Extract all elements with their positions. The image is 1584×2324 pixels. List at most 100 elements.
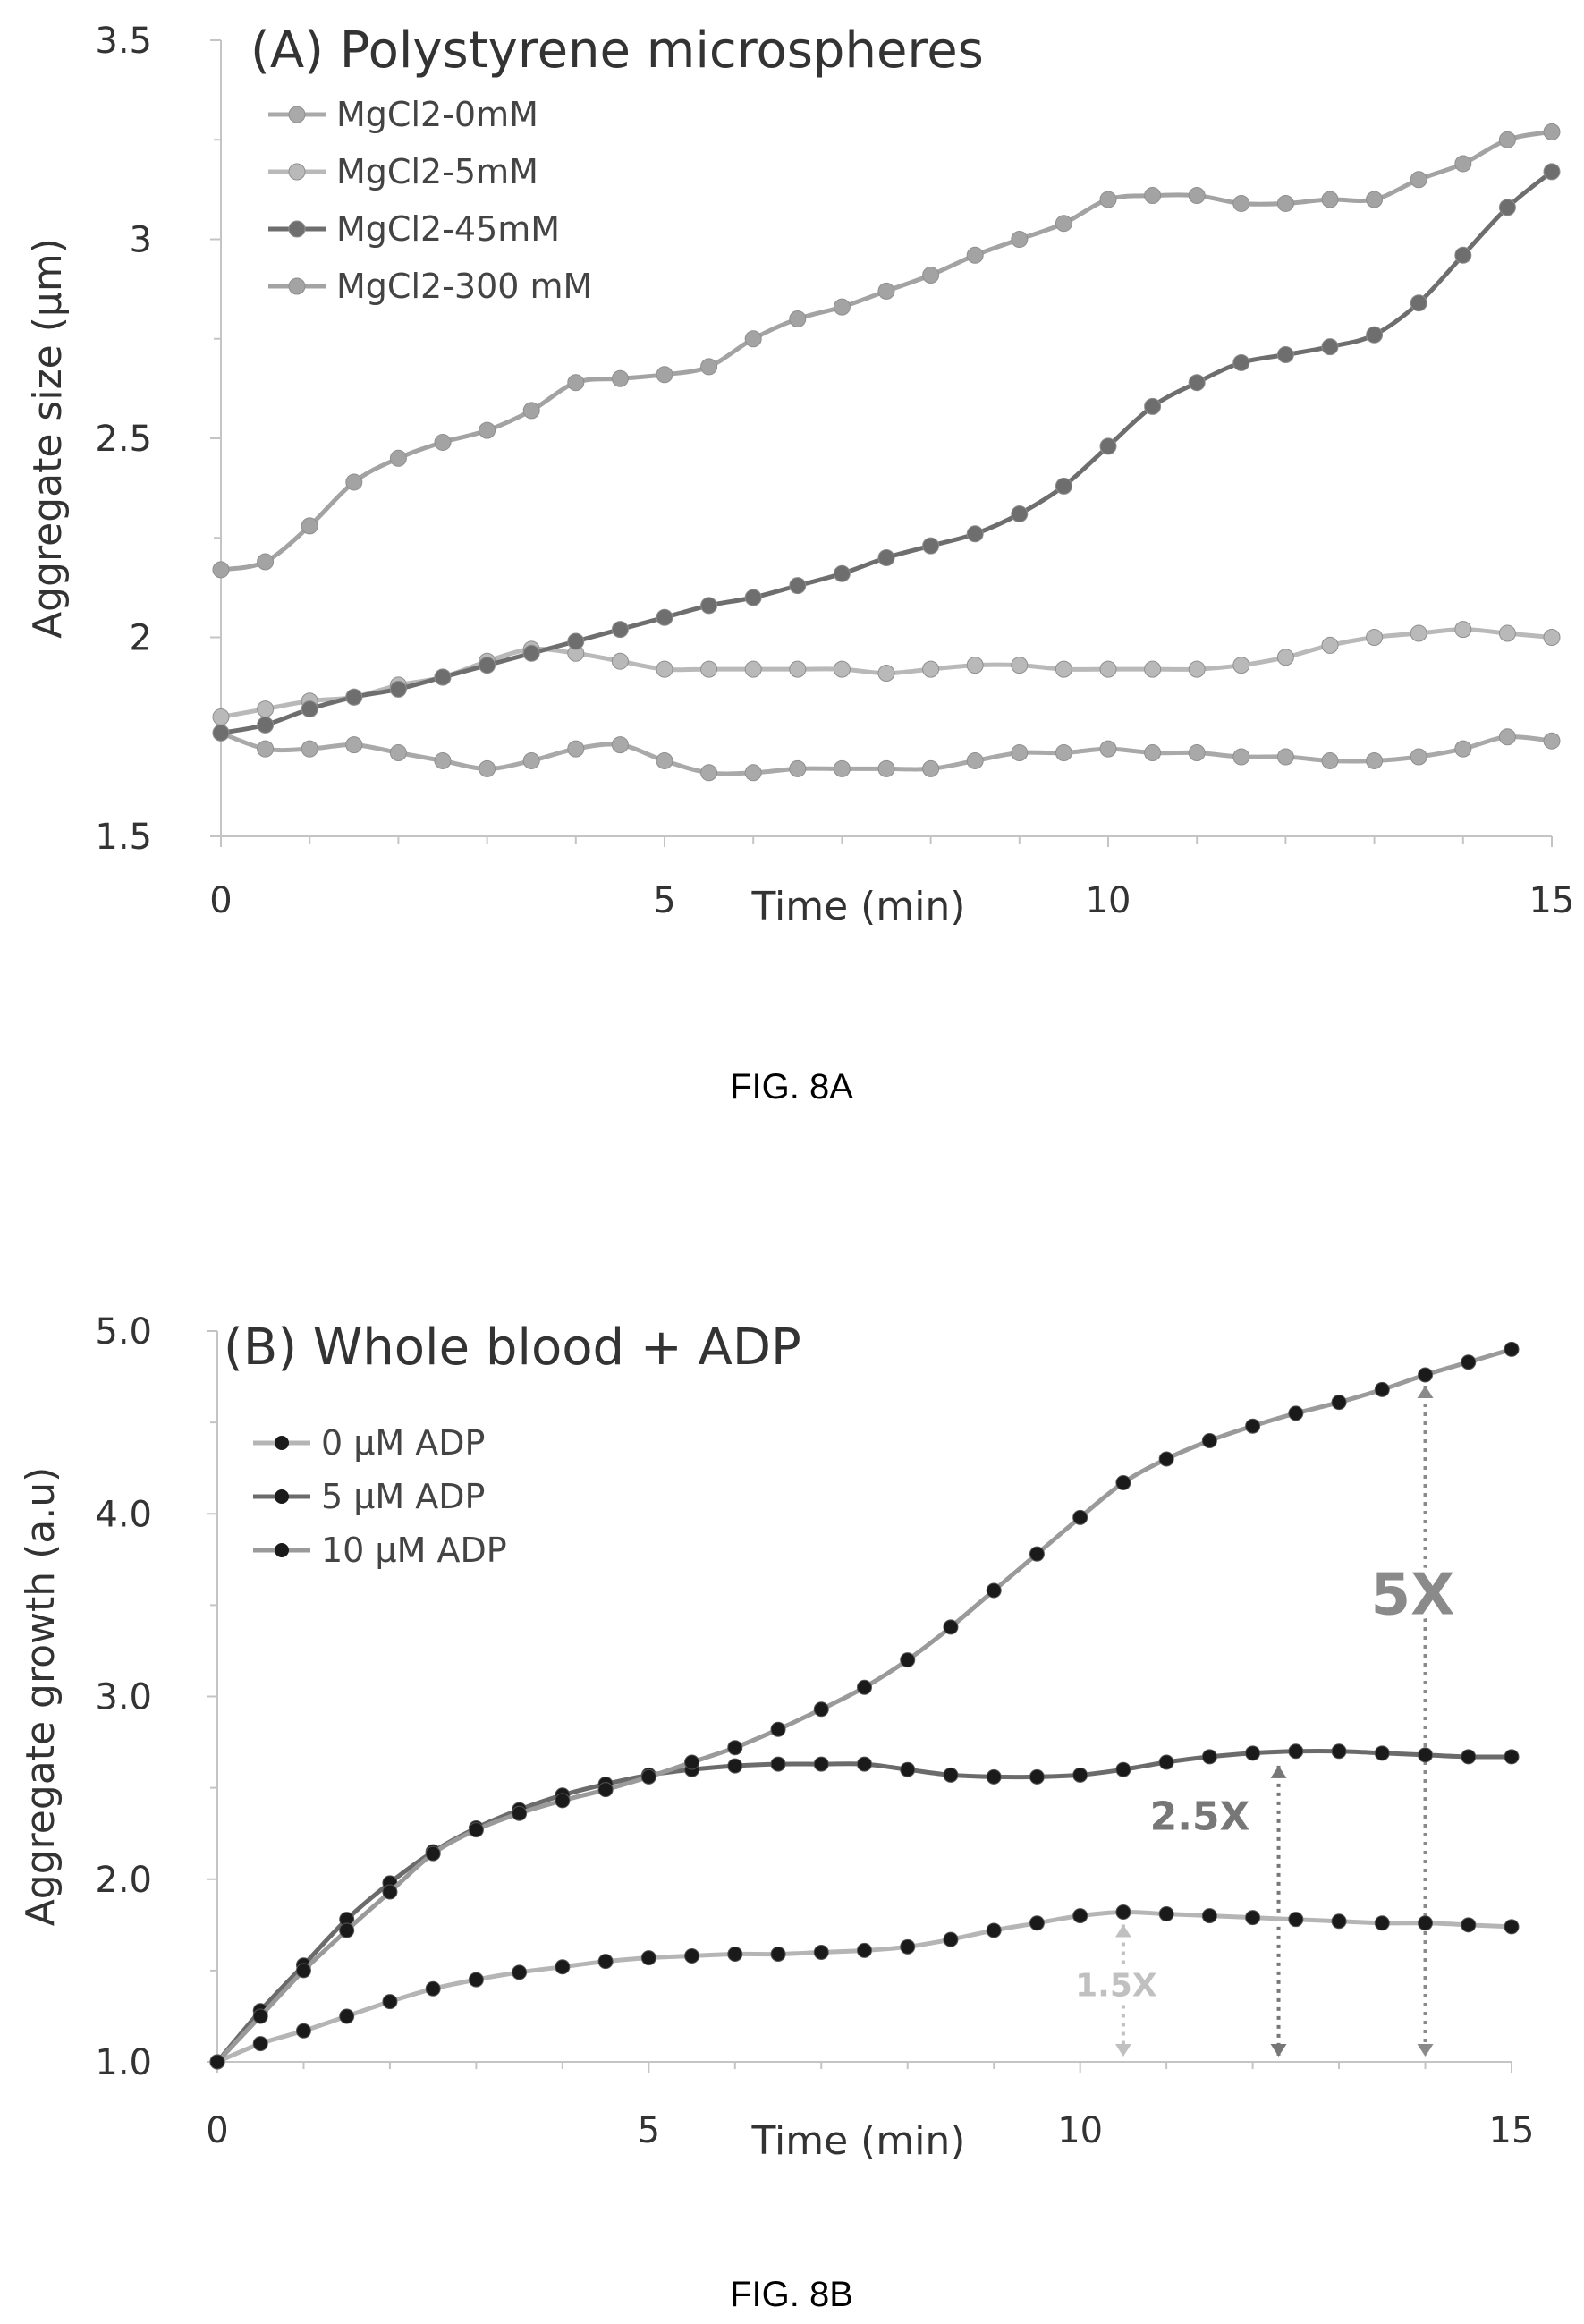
data-point xyxy=(301,517,318,535)
data-point xyxy=(1158,1451,1174,1467)
data-point xyxy=(1331,1743,1347,1760)
data-point xyxy=(522,751,540,769)
series-5-µm-adp xyxy=(209,1743,1520,2070)
data-point xyxy=(789,660,807,678)
data-point xyxy=(877,759,895,777)
data-point xyxy=(833,759,851,777)
data-point xyxy=(425,1845,441,1862)
series-line xyxy=(220,129,1553,573)
data-point xyxy=(877,549,895,566)
series-mgcl2-45mm xyxy=(212,163,1561,742)
arrow-down-icon xyxy=(1114,2044,1131,2057)
data-point xyxy=(1410,748,1427,766)
legend-label: 5 µM ADP xyxy=(321,1477,485,1516)
legend-label: 10 µM ADP xyxy=(321,1531,507,1570)
data-point xyxy=(209,2054,225,2070)
x-tick-label: 5 xyxy=(638,2110,660,2151)
x-tick-label: 15 xyxy=(1489,2110,1535,2151)
data-point xyxy=(770,1946,786,1962)
arrow-down-icon xyxy=(1417,2044,1434,2057)
data-point xyxy=(727,1758,743,1774)
data-point xyxy=(1461,1354,1477,1370)
data-point xyxy=(1410,171,1427,189)
legend-marker xyxy=(288,163,306,181)
series-mgcl2-0mm xyxy=(212,724,1561,782)
data-point xyxy=(1029,1546,1045,1562)
y-tick-label: 3.0 xyxy=(95,1677,152,1718)
data-point xyxy=(1099,740,1117,758)
data-point xyxy=(434,751,452,769)
arrow-down-icon xyxy=(1270,2044,1287,2057)
data-point xyxy=(900,1761,916,1777)
data-point xyxy=(1418,1367,1434,1383)
data-point xyxy=(1232,657,1250,674)
series-line xyxy=(216,1909,1512,2065)
data-point xyxy=(389,449,407,467)
data-point xyxy=(1011,744,1029,762)
data-point xyxy=(744,660,762,678)
data-point xyxy=(1418,1915,1434,1931)
data-point xyxy=(339,2008,355,2024)
y-tick-label: 2.0 xyxy=(95,1860,152,1901)
legend-label: 0 µM ADP xyxy=(321,1423,485,1463)
data-point xyxy=(567,632,585,650)
data-point xyxy=(1011,231,1029,248)
data-point xyxy=(1454,740,1472,758)
data-point xyxy=(1498,728,1516,746)
data-point xyxy=(611,652,629,670)
data-point xyxy=(922,759,940,777)
data-point xyxy=(1454,621,1472,639)
data-point xyxy=(1504,1919,1520,1935)
data-point xyxy=(813,1701,829,1718)
annotation-5x xyxy=(1417,1385,1434,2057)
data-point xyxy=(833,564,851,582)
data-point xyxy=(212,724,230,742)
data-point xyxy=(700,764,718,782)
data-point xyxy=(986,1922,1002,1938)
data-point xyxy=(684,1754,700,1770)
data-point xyxy=(1158,1754,1174,1770)
data-point xyxy=(611,621,629,639)
data-point xyxy=(640,1768,656,1785)
data-point xyxy=(1276,346,1294,364)
data-point xyxy=(611,736,629,754)
data-point xyxy=(1543,123,1561,140)
data-point xyxy=(1276,194,1294,212)
data-point xyxy=(1321,338,1339,356)
data-point xyxy=(1288,1743,1304,1760)
data-point xyxy=(700,597,718,615)
data-point xyxy=(966,525,984,543)
data-point xyxy=(257,700,275,718)
data-point xyxy=(301,700,318,718)
data-point xyxy=(857,1942,872,1958)
data-point xyxy=(1454,155,1472,173)
data-point xyxy=(900,1938,916,1955)
chart-title: (A) Polystyrene microspheres xyxy=(250,21,984,80)
data-point xyxy=(770,1756,786,1772)
data-point xyxy=(1232,748,1250,766)
legend-marker xyxy=(288,106,306,123)
legend-label: MgCl2-300 mM xyxy=(336,267,592,306)
data-point xyxy=(744,764,762,782)
data-point xyxy=(252,2008,268,2024)
data-point xyxy=(966,751,984,769)
data-point xyxy=(857,1679,872,1695)
data-point xyxy=(900,1652,916,1668)
chart-b: 1.0 2.0 3.0 4.0 5.0 0 5 10 15 Time (min) Aggregate… xyxy=(18,1311,1534,2164)
legend-marker xyxy=(275,1543,289,1557)
data-point xyxy=(922,267,940,284)
data-point xyxy=(1454,246,1472,264)
legend-item: MgCl2-45mM xyxy=(268,209,560,249)
data-point xyxy=(1144,744,1162,762)
data-point xyxy=(345,688,363,706)
data-point xyxy=(1366,751,1384,769)
y-tick-label: 1.0 xyxy=(95,2042,152,2083)
data-point xyxy=(1543,629,1561,646)
data-point xyxy=(345,736,363,754)
data-point xyxy=(1543,163,1561,181)
data-point xyxy=(512,1805,528,1821)
data-point xyxy=(1055,744,1072,762)
data-point xyxy=(1374,1915,1390,1931)
data-point xyxy=(922,660,940,678)
data-point xyxy=(1072,1908,1088,1924)
